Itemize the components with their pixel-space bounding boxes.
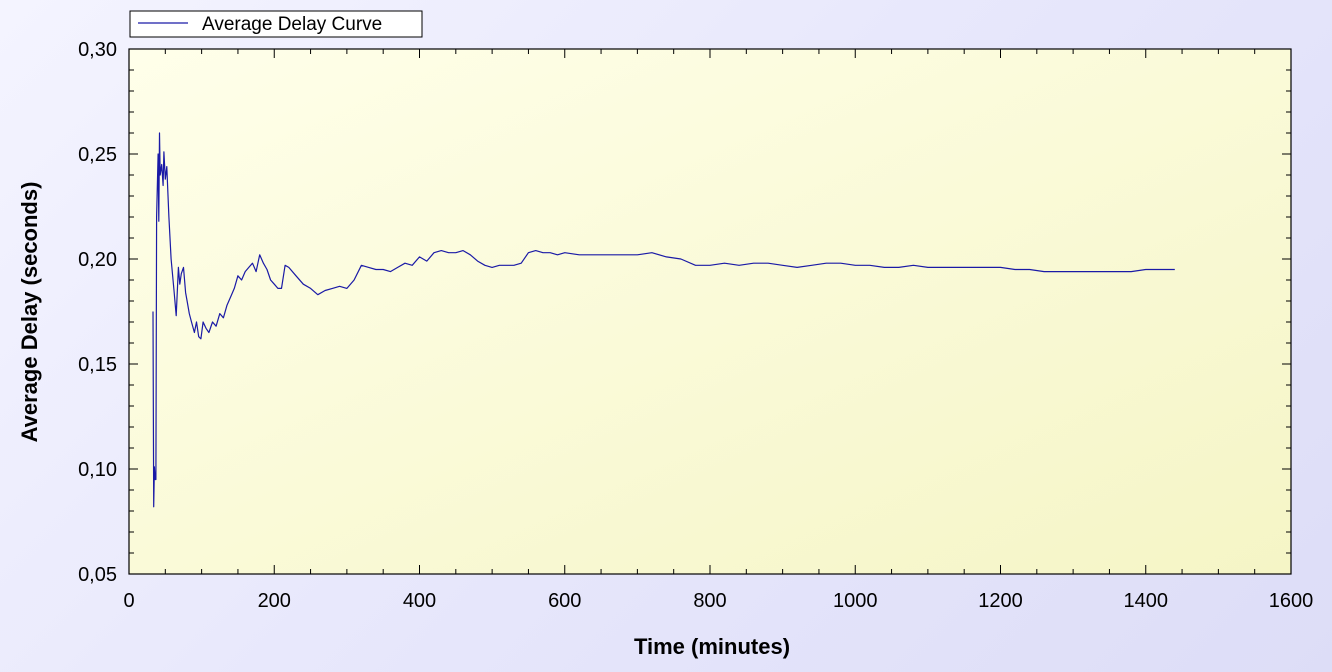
x-tick-labels: 0 200 400 600 800 1000 1200 1400 1600 [123,590,1313,612]
legend-box [129,10,423,38]
plot-area [129,49,1291,574]
legend-label: Average Delay Curve [202,14,382,35]
y-tick-labels: 0,05 0,10 0,15 0,20 0,25 0,30 [78,39,117,586]
y-axis-title: Average Delay (seconds) [17,182,42,443]
y-tick-label: 0,25 [78,144,117,166]
plot-frame [128,48,1292,575]
y-tick-label: 0,15 [78,354,117,376]
y-tick-label: 0,05 [78,564,117,586]
legend: Average Delay Curve [129,10,423,38]
x-tick-label: 800 [693,590,726,612]
x-axis-title: Time (minutes) [634,634,790,659]
series-line-1 [152,132,1175,508]
y-tick-label: 0,30 [78,39,117,61]
x-tick-label: 400 [403,590,436,612]
x-tick-label: 200 [258,590,291,612]
y-tick-label: 0,10 [78,459,117,481]
tick-marks [128,48,1292,575]
y-tick-label: 0,20 [78,249,117,271]
x-tick-label: 1200 [978,590,1023,612]
x-tick-label: 1400 [1124,590,1169,612]
x-tick-label: 0 [123,590,134,612]
x-tick-label: 600 [548,590,581,612]
x-tick-label: 1000 [833,590,878,612]
x-tick-label: 1600 [1269,590,1314,612]
series-layer [152,132,1175,508]
